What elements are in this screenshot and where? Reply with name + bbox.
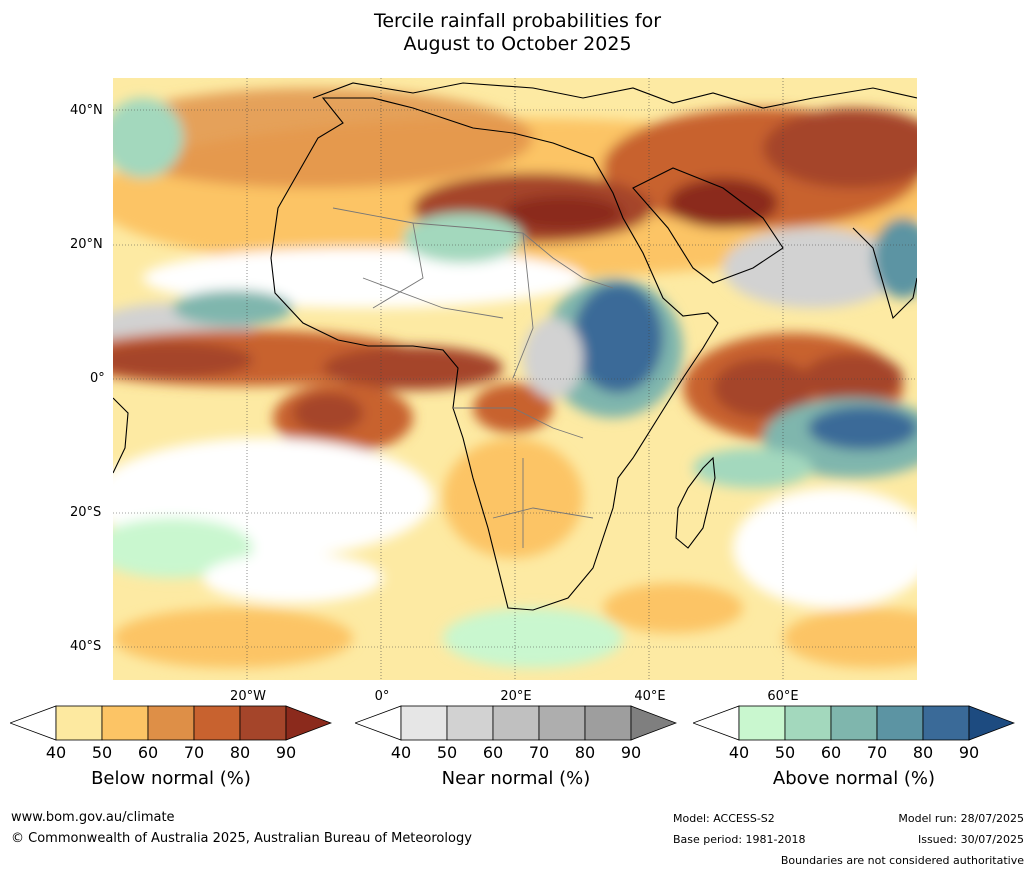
lon-label-40e: 40°E <box>634 689 666 704</box>
colorbar-near-normal-swatches <box>355 705 677 741</box>
probability-field <box>113 88 917 668</box>
tick: 70 <box>528 743 550 762</box>
map-title: Tercile rainfall probabilities for Augus… <box>0 10 1035 56</box>
tick: 50 <box>774 743 796 762</box>
issued-date: Issued: 30/07/2025 <box>917 833 1024 846</box>
tick: 90 <box>275 743 297 762</box>
rainfall-probability-map <box>113 78 917 680</box>
title-line-1: Tercile rainfall probabilities for <box>373 10 662 32</box>
lat-label-20n: 20°N <box>70 237 103 252</box>
lon-label-60e: 60°E <box>767 689 799 704</box>
tick: 90 <box>620 743 642 762</box>
tick: 40 <box>728 743 750 762</box>
tick: 50 <box>436 743 458 762</box>
tick: 70 <box>183 743 205 762</box>
tick: 90 <box>958 743 980 762</box>
colorbar-above-label: Above normal (%) <box>772 768 936 789</box>
tick: 60 <box>482 743 504 762</box>
copyright-notice: © Commonwealth of Australia 2025, Austra… <box>11 831 472 846</box>
lat-label-40s: 40°S <box>70 639 102 654</box>
lon-label-20e: 20°E <box>500 689 532 704</box>
coastlines <box>113 82 917 611</box>
lon-label-20w: 20°W <box>230 689 266 704</box>
map-gridlines <box>113 78 917 680</box>
website-link[interactable]: www.bom.gov.au/climate <box>11 810 175 825</box>
colorbar-near-label: Near normal (%) <box>441 768 591 789</box>
colorbar-above-normal-swatches <box>693 705 1015 741</box>
model-run-date: Model run: 28/07/2025 <box>898 812 1024 825</box>
colorbar-below-normal <box>10 705 332 741</box>
colorbar-above-normal <box>693 705 1015 741</box>
boundaries-disclaimer: Boundaries are not considered authoritat… <box>780 854 1024 867</box>
country-borders <box>332 207 614 548</box>
lat-label-40n: 40°N <box>70 103 103 118</box>
base-period: Base period: 1981-2018 <box>673 833 806 846</box>
colorbar-below-label: Below normal (%) <box>91 768 251 789</box>
tick: 50 <box>91 743 113 762</box>
africa-coastline <box>270 97 719 611</box>
tick: 80 <box>229 743 251 762</box>
lat-label-20s: 20°S <box>70 505 102 520</box>
europe-coastline <box>312 82 917 109</box>
madagascar-coastline <box>675 456 716 549</box>
tick: 80 <box>912 743 934 762</box>
india-coastline <box>852 227 917 320</box>
lat-label-0: 0° <box>90 371 105 386</box>
model-name: Model: ACCESS-S2 <box>673 812 775 825</box>
tick: 70 <box>866 743 888 762</box>
title-line-2: August to October 2025 <box>403 33 632 55</box>
tick: 60 <box>137 743 159 762</box>
lon-label-0: 0° <box>374 689 390 704</box>
tick: 80 <box>574 743 596 762</box>
colorbar-below-normal-swatches <box>10 705 332 741</box>
colorbar-near-normal <box>355 705 677 741</box>
south-america-coastline <box>113 397 129 474</box>
arabia-coastline <box>632 167 784 284</box>
tick: 40 <box>45 743 67 762</box>
tick: 60 <box>820 743 842 762</box>
tick: 40 <box>390 743 412 762</box>
